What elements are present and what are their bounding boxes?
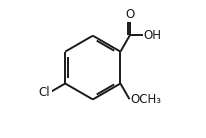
Text: OH: OH — [143, 29, 161, 42]
Text: OCH₃: OCH₃ — [130, 93, 161, 106]
Text: Cl: Cl — [38, 86, 50, 99]
Text: O: O — [125, 8, 135, 21]
